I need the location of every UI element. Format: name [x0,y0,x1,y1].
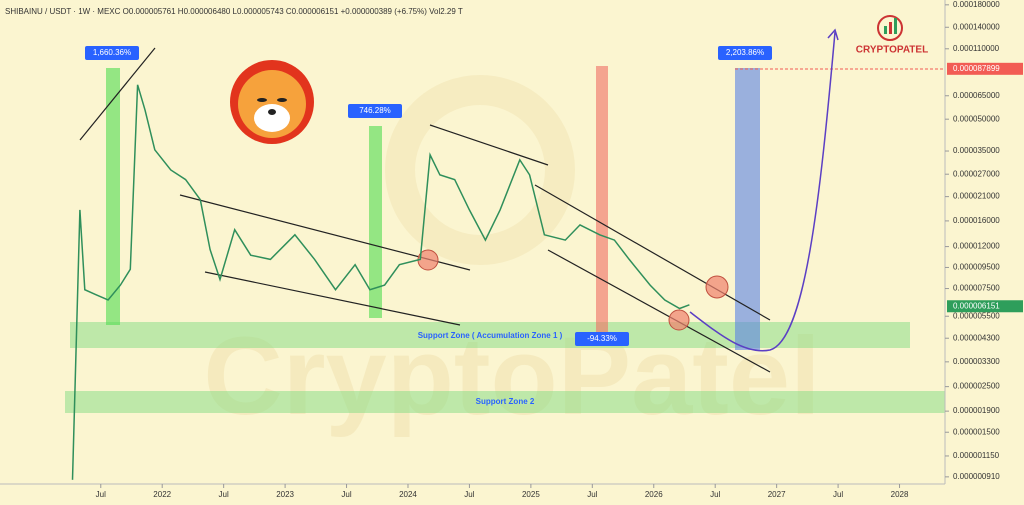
y-tick-label: 0.000000910 [953,472,1000,481]
y-tick-label: 0.000001150 [953,451,1000,460]
projection-arrow [827,28,839,41]
measure-label-box [85,46,139,60]
brand-name: CRYPTOPATEL [856,45,928,56]
x-tick-label: 2027 [768,490,786,499]
y-tick-label: 0.000140000 [953,22,1000,31]
shiba-logo [230,60,314,144]
y-tick-label: 0.000035000 [953,146,1000,155]
y-tick-label: 0.000021000 [953,192,1000,201]
measure-bar [369,126,382,318]
y-tick-label: 0.000050000 [953,114,1000,123]
y-tick-label: 0.000110000 [953,44,1000,53]
measure-bar [735,68,760,350]
y-tick-label: 0.000065000 [953,91,1000,100]
measure-label: -94.33% [587,334,617,343]
measure-label: 2,203.86% [726,48,764,57]
highlight-circles [417,249,729,331]
x-tick-label: 2022 [153,490,171,499]
x-tick-label: 2026 [645,490,663,499]
zone-label: Support Zone ( Accumulation Zone 1 ) [418,331,563,340]
y-tick-label: 0.000001900 [953,406,1000,415]
watermark-logo [385,75,575,265]
price-marker-label: 0.000087899 [953,64,1000,73]
measure-label-box [575,332,629,346]
support-zone-1 [70,322,910,348]
measure-label-box [348,104,402,118]
y-tick-label: 0.000001500 [953,427,1000,436]
measure-label-box [718,46,772,60]
measure-bar [596,66,608,340]
y-tick-label: 0.000009500 [953,263,1000,272]
price-marker-label: 0.000006151 [953,301,1000,310]
trend-lines [79,47,771,373]
support-zone-2 [65,391,945,413]
x-tick-label: Jul [587,490,597,499]
price-marker [947,62,1023,75]
x-tick-label: 2028 [891,490,909,499]
x-tick-label: Jul [833,490,843,499]
y-tick-label: 0.000016000 [953,216,1000,225]
x-tick-label: 2025 [522,490,540,499]
price-line [71,84,690,480]
y-tick-label: 0.000007500 [953,284,1000,293]
brand-logo [877,15,903,41]
x-tick-label: Jul [710,490,720,499]
measure-label: 746.28% [359,106,391,115]
y-tick-label: 0.000005500 [953,311,1000,320]
x-tick-label: Jul [341,490,351,499]
x-tick-label: Jul [464,490,474,499]
measure-bar [106,68,120,325]
price-marker [947,300,1023,313]
x-tick-label: Jul [96,490,106,499]
y-tick-label: 0.000012000 [953,242,1000,251]
x-tick-label: 2024 [399,490,417,499]
projection-curve [689,31,836,352]
chart-header: SHIBAINU / USDT · 1W · MEXC O0.000005761… [5,7,463,16]
x-tick-label: 2023 [276,490,294,499]
y-tick-label: 0.000002500 [953,382,1000,391]
y-tick-label: 0.000004300 [953,333,1000,342]
zone-label: Support Zone 2 [476,397,535,406]
y-tick-label: 0.000180000 [953,0,1000,9]
x-tick-label: Jul [219,490,229,499]
y-tick-label: 0.000003300 [953,357,1000,366]
y-tick-label: 0.000027000 [953,169,1000,178]
measure-label: 1,660.36% [93,48,131,57]
